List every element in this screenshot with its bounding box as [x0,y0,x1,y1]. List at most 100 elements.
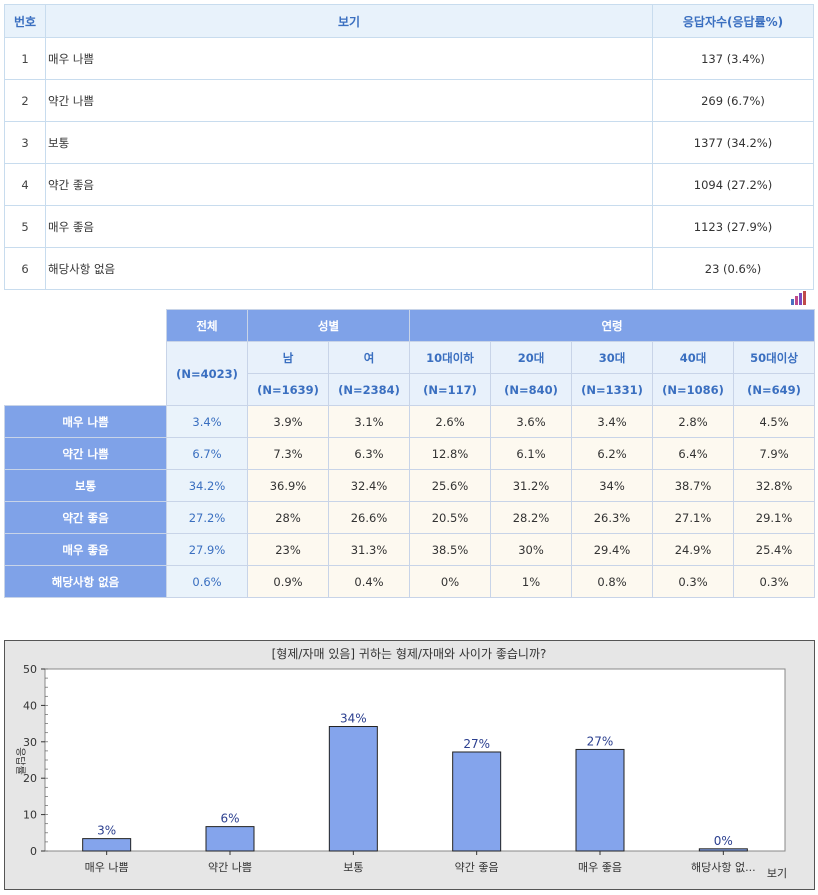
bar [82,838,132,852]
value-cell: 3.9% [247,405,329,438]
total-cell: 34.2% [166,469,248,502]
x-tick-label: 매우 나쁨 [85,861,129,874]
data-label: 6% [220,812,239,826]
row-option: 매우 나쁨 [45,37,653,80]
sub-n: (N=1086) [652,373,735,406]
table-row: 약간 나쁨 6.7% 7.3% 6.3% 12.8% 6.1% 6.2% 6.4% 7.9% [4,437,816,470]
total-cell: 27.2% [166,501,248,534]
row-number: 1 [4,37,46,80]
row-count: 1123 (27.9%) [652,205,814,248]
value-cell: 20.5% [409,501,492,534]
bar [328,726,378,852]
x-axis-label: 보기 [767,867,787,880]
sub-label: 50대이상 [733,341,816,374]
row-count: 23 (0.6%) [652,247,814,290]
row-number: 6 [4,247,46,290]
value-cell: 31.2% [490,469,573,502]
table-row: 약간 좋음 27.2% 28% 26.6% 20.5% 28.2% 26.3% 27.1% 29… [4,501,816,534]
table-row: 해당사항 없음 0.6% 0.9% 0.4% 0% 1% 0.8% 0.3% 0.3% [4,565,816,598]
value-cell: 0.4% [327,565,411,598]
sub-n: (N=649) [733,373,816,406]
value-cell: 6.1% [490,437,573,470]
plot-area [44,668,786,852]
row-number: 2 [4,79,46,122]
chart-title: [형제/자매 있음] 귀하는 형제/자매와 사이가 좋습니까? [272,647,547,661]
data-label: 27% [463,737,490,751]
value-cell: 38.5% [409,533,492,566]
row-count: 1094 (27.2%) [652,163,814,206]
y-tick-label: 0 [30,845,37,858]
data-label: 27% [587,734,614,748]
row-number: 4 [4,163,46,206]
value-cell: 25.4% [733,533,816,566]
row-option: 보통 [45,121,653,164]
cross-header-row: 전체 성별 연령 [4,309,816,406]
row-number: 5 [4,205,46,248]
table-row: 매우 나쁨 3.4% 3.9% 3.1% 2.6% 3.6% 3.4% 2.8% 4.5% [4,405,816,438]
table-row: 3 보통 1377 (34.2%) [4,121,814,164]
value-cell: 0.3% [652,565,735,598]
chart-canvas: [형제/자매 있음] 귀하는 형제/자매와 사이가 좋습니까? 0 10 20 30 40… [14,647,787,880]
row-option: 약간 좋음 [45,163,653,206]
value-cell: 0.8% [571,565,654,598]
sub-label: 여 [327,341,411,374]
row-number: 3 [4,121,46,164]
y-axis-label: 응답률 [14,747,26,775]
x-tick-label: 약간 좋음 [455,860,499,874]
value-cell: 27.1% [652,501,735,534]
cross-body: 매우 나쁨 3.4% 3.9% 3.1% 2.6% 3.6% 3.4% 2.8% 4.5% 약간 … [4,405,816,598]
header-count: 응답자수(응답률%) [652,4,814,38]
value-cell: 26.6% [327,501,411,534]
value-cell: 34% [571,469,654,502]
sub-n: (N=840) [490,373,573,406]
y-tick-label: 10 [23,809,37,822]
bar-chart-icon[interactable] [790,291,808,305]
value-cell: 32.8% [733,469,816,502]
x-tick-label: 해당사항 없... [691,860,756,874]
value-cell: 30% [490,533,573,566]
table-row: 5 매우 좋음 1123 (27.9%) [4,205,814,248]
value-cell: 3.4% [571,405,654,438]
row-option: 해당사항 없음 [45,247,653,290]
sub-label: 10대이하 [409,341,492,374]
total-cell: 3.4% [166,405,248,438]
table-row: 매우 좋음 27.9% 23% 31.3% 38.5% 30% 29.4% 24.9% 25.4… [4,533,816,566]
value-cell: 6.3% [327,437,411,470]
table-row: 2 약간 나쁨 269 (6.7%) [4,79,814,122]
data-label: 0% [714,834,733,848]
value-cell: 28% [247,501,329,534]
value-cell: 31.3% [327,533,411,566]
row-count: 1377 (34.2%) [652,121,814,164]
row-label: 약간 좋음 [4,501,167,534]
value-cell: 23% [247,533,329,566]
group-total: 전체 [166,309,248,342]
value-cell: 36.9% [247,469,329,502]
row-count: 269 (6.7%) [652,79,814,122]
value-cell: 7.3% [247,437,329,470]
value-cell: 26.3% [571,501,654,534]
y-tick-label: 40 [23,699,37,712]
bar [575,748,625,852]
value-cell: 25.6% [409,469,492,502]
sub-label: 남 [247,341,329,374]
value-cell: 29.1% [733,501,816,534]
table-row: 보통 34.2% 36.9% 32.4% 25.6% 31.2% 34% 38.7% 32.8% [4,469,816,502]
bar [698,848,748,852]
y-tick-label: 20 [23,772,37,785]
row-label: 매우 좋음 [4,533,167,566]
value-cell: 3.1% [327,405,411,438]
sub-label: 30대 [571,341,654,374]
header-no: 번호 [4,4,46,38]
y-tick-label: 30 [23,736,37,749]
sub-n: (N=1331) [571,373,654,406]
sub-n: (N=117) [409,373,492,406]
total-cell: 0.6% [166,565,248,598]
row-option: 약간 나쁨 [45,79,653,122]
bar [205,826,255,852]
value-cell: 38.7% [652,469,735,502]
bar-chart: [형제/자매 있음] 귀하는 형제/자매와 사이가 좋습니까? 0 10 20 30 40… [4,640,815,890]
y-tick-label: 50 [23,663,37,676]
table-row: 6 해당사항 없음 23 (0.6%) [4,247,814,290]
sub-label: 40대 [652,341,735,374]
cross-tab-table: 전체 성별 연령 (N=4023) 남 여 10대이하 20대 30대 40대 … [4,309,816,598]
